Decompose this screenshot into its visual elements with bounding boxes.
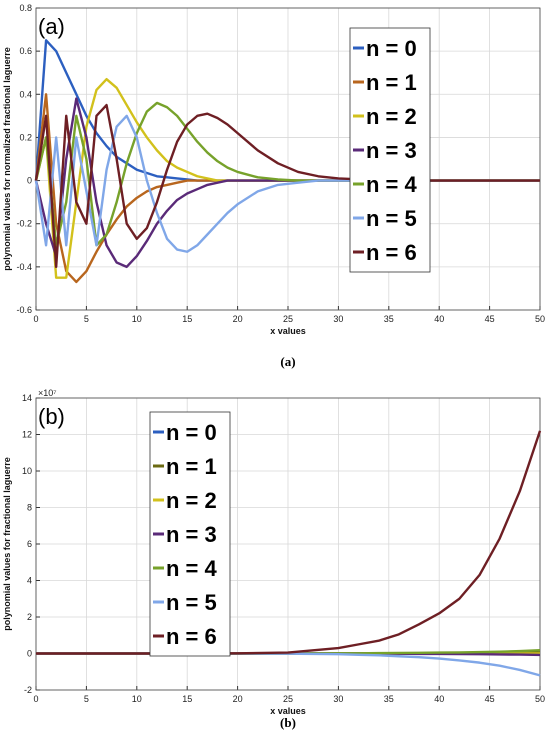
- legend-label: n = 0: [166, 420, 217, 445]
- plot-frame: [35, 397, 541, 691]
- y-tick-label: 0.4: [19, 89, 32, 99]
- y-tick-label: 0.2: [19, 132, 32, 142]
- y-tick-label: -0.4: [16, 262, 32, 272]
- legend-label: n = 6: [366, 240, 417, 265]
- y-tick-label: 2: [27, 612, 32, 622]
- x-tick-label: 30: [333, 694, 343, 704]
- y-axis-label: polynomial values for normalized fractio…: [2, 47, 12, 271]
- x-tick-label: 20: [233, 314, 243, 324]
- x-tick-label: 10: [132, 694, 142, 704]
- panel-label: (a): [38, 14, 65, 39]
- x-tick-label: 35: [384, 314, 394, 324]
- caption: (a): [280, 354, 295, 369]
- legend-label: n = 4: [366, 172, 418, 197]
- y-offset: ×10⁷: [38, 388, 57, 398]
- y-tick-label: -0.6: [16, 305, 32, 315]
- x-tick-label: 15: [182, 694, 192, 704]
- x-tick-label: 0: [33, 314, 38, 324]
- legend-label: n = 3: [366, 138, 417, 163]
- x-axis-label: x values: [270, 326, 306, 336]
- x-tick-label: 45: [485, 694, 495, 704]
- y-tick-label: 4: [27, 576, 32, 586]
- x-tick-label: 50: [535, 694, 545, 704]
- legend-label: n = 2: [166, 488, 217, 513]
- series-line: [34, 114, 540, 253]
- legend-label: n = 4: [166, 556, 218, 581]
- caption: (b): [280, 715, 296, 730]
- x-tick-label: 45: [485, 314, 495, 324]
- y-tick-label: 6: [27, 539, 32, 549]
- x-tick-label: 15: [182, 314, 192, 324]
- x-tick-label: 20: [233, 694, 243, 704]
- legend-label: n = 6: [166, 624, 217, 649]
- x-tick-label: 50: [535, 314, 545, 324]
- x-axis-label: x values: [270, 706, 306, 716]
- y-tick-label: -0.2: [16, 219, 32, 229]
- x-tick-label: 40: [434, 314, 444, 324]
- x-tick-label: 5: [84, 694, 89, 704]
- x-tick-label: 0: [33, 694, 38, 704]
- legend-label: n = 5: [166, 590, 217, 615]
- y-tick-label: 0: [27, 176, 32, 186]
- y-tick-label: 0.6: [19, 46, 32, 56]
- x-tick-label: 25: [283, 314, 293, 324]
- y-tick-label: 8: [27, 503, 32, 513]
- y-tick-label: -2: [24, 685, 32, 695]
- y-tick-label: 0: [27, 649, 32, 659]
- x-tick-label: 5: [84, 314, 89, 324]
- series-line: [34, 103, 540, 269]
- legend-label: n = 3: [166, 522, 217, 547]
- x-tick-label: 25: [283, 694, 293, 704]
- x-tick-label: 40: [434, 694, 444, 704]
- legend-label: n = 2: [366, 104, 417, 129]
- y-axis-label: polynomial values for fractional laguerr…: [2, 457, 12, 631]
- y-tick-label: 14: [22, 393, 32, 403]
- plot-frame: [35, 7, 541, 311]
- panel-label: (b): [38, 404, 65, 429]
- x-tick-label: 30: [333, 314, 343, 324]
- legend-label: n = 1: [166, 454, 217, 479]
- series-line: [34, 101, 540, 247]
- x-tick-label: 35: [384, 694, 394, 704]
- legend-label: n = 5: [366, 206, 417, 231]
- legend-label: n = 1: [366, 70, 417, 95]
- y-tick-label: 12: [22, 430, 32, 440]
- x-tick-label: 10: [132, 314, 142, 324]
- y-tick-label: 10: [22, 466, 32, 476]
- legend-label: n = 0: [366, 36, 417, 61]
- y-tick-label: 0.8: [19, 3, 32, 13]
